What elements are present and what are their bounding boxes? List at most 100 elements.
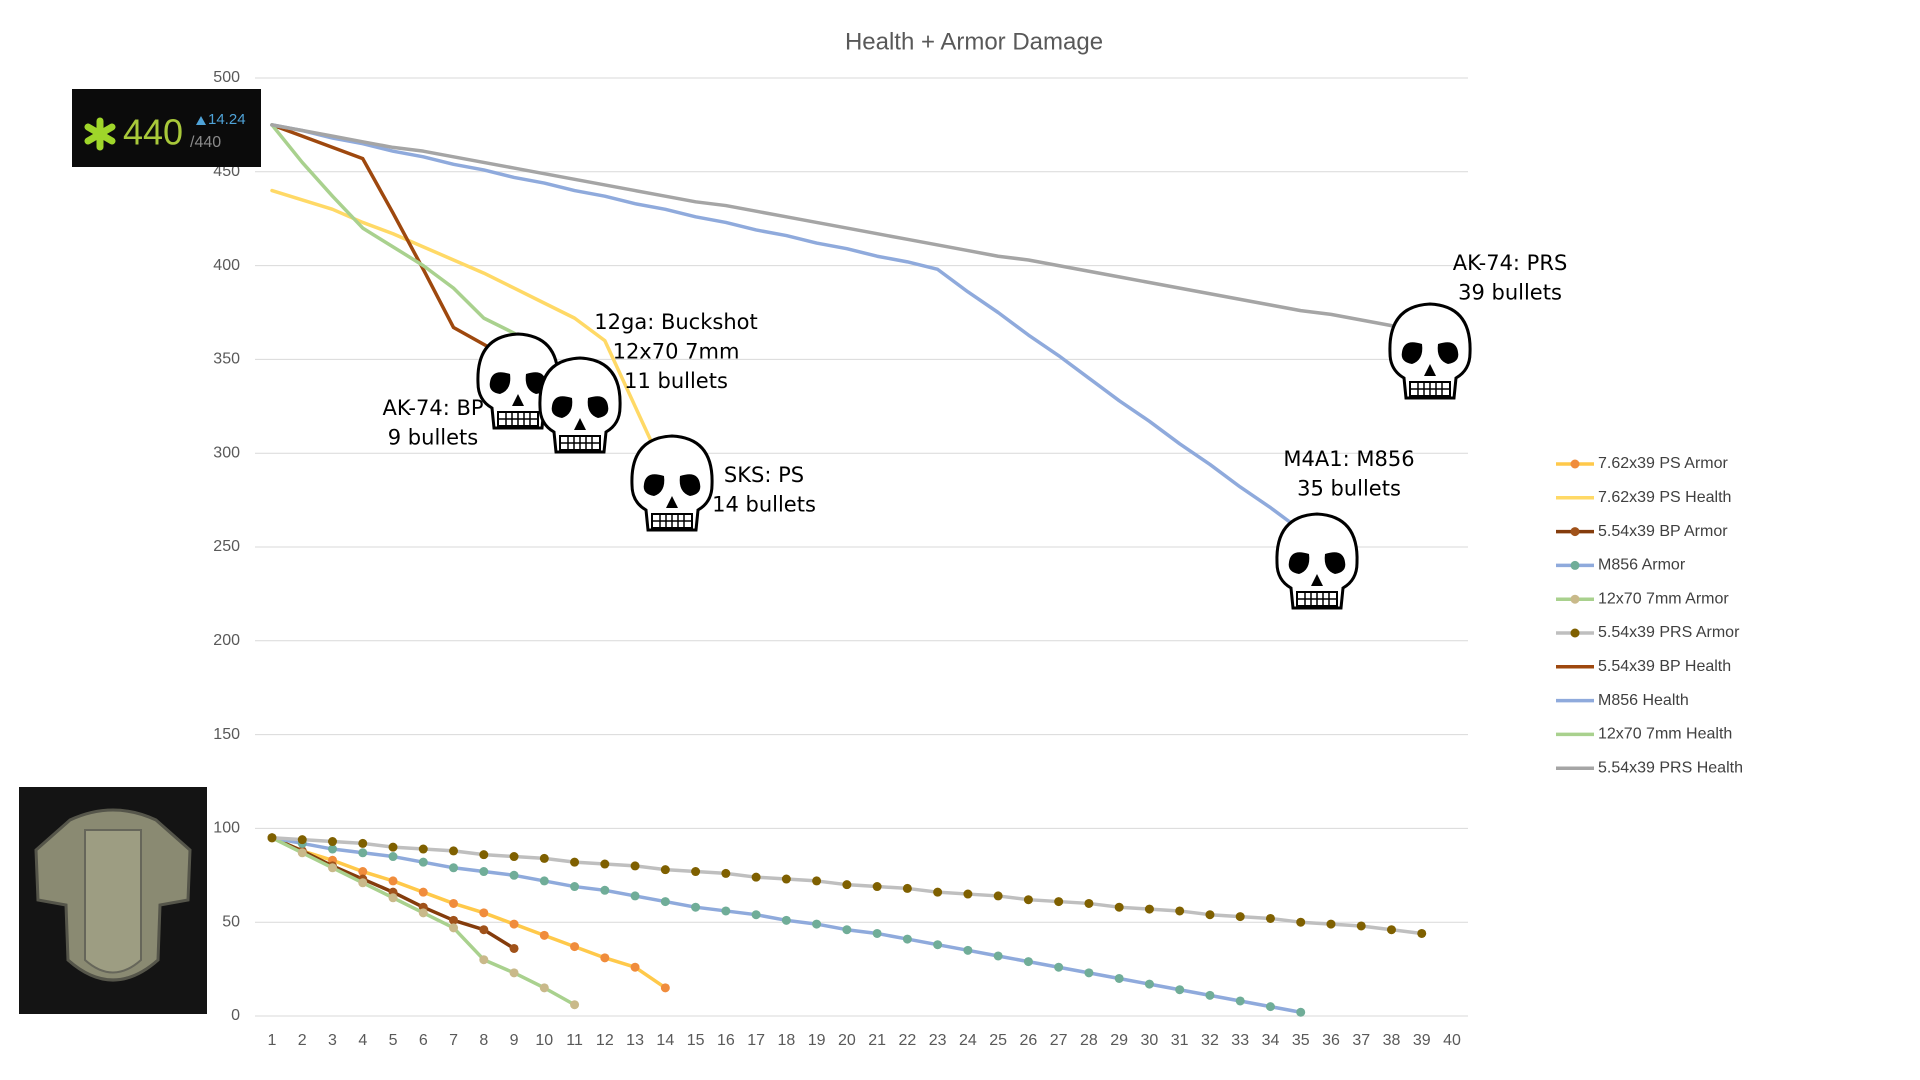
series-marker xyxy=(509,852,519,862)
series-marker xyxy=(1054,897,1064,907)
series-marker xyxy=(872,882,882,892)
series-marker xyxy=(1296,1007,1306,1017)
series-line xyxy=(270,836,668,990)
series-marker xyxy=(1235,996,1245,1006)
skull-eye xyxy=(643,474,665,496)
y-tick-label: 100 xyxy=(213,820,240,837)
series-marker xyxy=(812,876,822,886)
series-marker xyxy=(1265,913,1275,923)
series-marker xyxy=(479,925,489,935)
skull-head xyxy=(630,434,714,532)
series-marker xyxy=(933,940,943,950)
x-tick-label: 32 xyxy=(1201,1032,1219,1049)
x-tick-label: 28 xyxy=(1080,1032,1098,1049)
series-marker xyxy=(267,833,277,843)
annotation-text: 14 bullets xyxy=(712,493,816,517)
series-marker xyxy=(1114,973,1124,983)
x-tick-label: 5 xyxy=(389,1032,398,1049)
skull-eye xyxy=(1401,342,1423,364)
legend-label: 12x70 7mm Armor xyxy=(1598,590,1729,607)
x-tick-label: 13 xyxy=(626,1032,644,1049)
armor-plate xyxy=(84,829,142,974)
x-tick-label: 21 xyxy=(868,1032,886,1049)
series-marker xyxy=(1205,910,1215,920)
series-marker xyxy=(963,889,973,899)
x-tick-label: 1 xyxy=(268,1032,277,1049)
skull-icon xyxy=(538,356,622,454)
chart-title: Health + Armor Damage xyxy=(845,28,1103,55)
skull-head xyxy=(1275,512,1359,610)
x-tick-label: 16 xyxy=(717,1032,735,1049)
hud-health: 440 xyxy=(123,112,183,153)
x-tick-label: 29 xyxy=(1110,1032,1128,1049)
series-marker xyxy=(1326,919,1336,929)
x-tick-label: 14 xyxy=(656,1032,674,1049)
skull-nose xyxy=(512,394,524,406)
skull-head xyxy=(538,356,622,454)
x-tick-label: 25 xyxy=(989,1032,1007,1049)
skull-icon xyxy=(1388,302,1472,400)
y-tick-label: 200 xyxy=(213,632,240,649)
series-marker xyxy=(509,943,519,953)
series-marker xyxy=(993,951,1003,961)
y-tick-label: 0 xyxy=(231,1007,240,1024)
annotation-text: SKS: PS xyxy=(724,463,804,487)
y-tick-label: 500 xyxy=(213,69,240,86)
y-tick-label: 450 xyxy=(213,163,240,180)
series-marker xyxy=(358,867,368,877)
series-marker xyxy=(812,919,822,929)
series-marker xyxy=(570,1000,580,1010)
series-marker xyxy=(963,945,973,955)
series-marker xyxy=(449,863,459,873)
legend-label: 5.54x39 BP Armor xyxy=(1598,523,1728,540)
series-marker xyxy=(630,962,640,972)
series-marker xyxy=(1175,985,1185,995)
series-marker xyxy=(449,846,459,856)
series-marker xyxy=(479,955,489,965)
plot xyxy=(267,123,1427,1017)
series-marker xyxy=(691,902,701,912)
y-tick-label: 350 xyxy=(213,351,240,368)
series-marker xyxy=(1114,902,1124,912)
legend-label: 5.54x39 BP Health xyxy=(1598,658,1731,675)
series-marker xyxy=(358,878,368,888)
series-marker xyxy=(570,857,580,867)
series-marker xyxy=(781,915,791,925)
series-marker xyxy=(1084,898,1094,908)
skull-eye xyxy=(1437,342,1459,364)
series-marker xyxy=(1023,895,1033,905)
series-marker xyxy=(1023,957,1033,967)
skull-eye xyxy=(1288,552,1310,574)
x-tick-label: 22 xyxy=(898,1032,916,1049)
series-marker xyxy=(539,983,549,993)
x-tick-label: 33 xyxy=(1231,1032,1249,1049)
x-tick-label: 2 xyxy=(298,1032,307,1049)
series-marker xyxy=(479,850,489,860)
series-marker xyxy=(902,883,912,893)
legend-label: 7.62x39 PS Health xyxy=(1598,489,1731,506)
legend: 7.62x39 PS Armor 7.62x39 PS Health 5.54x39… xyxy=(1556,455,1743,776)
series-marker xyxy=(328,837,338,847)
series-line xyxy=(270,123,516,364)
series-marker xyxy=(751,910,761,920)
series-marker xyxy=(600,885,610,895)
health-hud: 440 14.24 /440 xyxy=(72,89,261,167)
annotation-text: AK-74: PRS xyxy=(1453,251,1568,275)
skull-eye xyxy=(489,372,511,394)
skull-nose xyxy=(574,418,586,430)
x-tick-label: 3 xyxy=(328,1032,337,1049)
x-tick-label: 12 xyxy=(596,1032,614,1049)
annotation-text: 12ga: Buckshot xyxy=(594,310,757,334)
x-tick-label: 4 xyxy=(358,1032,367,1049)
y-tick-label: 250 xyxy=(213,538,240,555)
annotations: AK-74: PRS 39 bullets M4A1: M856 35 bullets… xyxy=(382,251,1568,610)
x-tick-label: 15 xyxy=(687,1032,705,1049)
annotation-text: 35 bullets xyxy=(1297,477,1401,501)
x-tick-label: 10 xyxy=(535,1032,553,1049)
series-marker xyxy=(1175,906,1185,916)
legend-label: M856 Health xyxy=(1598,692,1689,709)
series-marker xyxy=(781,874,791,884)
skull-eye xyxy=(679,474,701,496)
x-tick-label: 38 xyxy=(1383,1032,1401,1049)
